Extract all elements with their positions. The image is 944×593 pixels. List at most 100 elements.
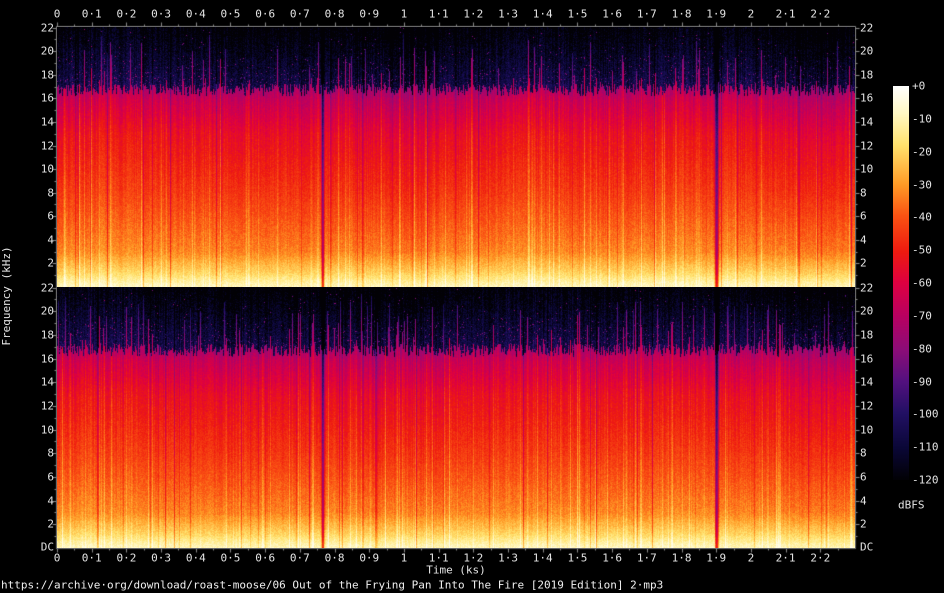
freq-tick-label-left: 4 bbox=[47, 233, 54, 247]
time-tick-label-bottom: 0·5 bbox=[220, 551, 241, 565]
colorbar-unit-label: dBFS bbox=[898, 498, 925, 512]
colorbar-tick-label: -120 bbox=[912, 473, 939, 487]
time-tick-label-bottom: 0·1 bbox=[81, 551, 102, 565]
freq-tick-label-right: 22 bbox=[860, 21, 874, 35]
freq-tick-label-left: 20 bbox=[40, 304, 54, 318]
freq-tick-label-left: 6 bbox=[47, 470, 54, 484]
freq-tick-label-right: 6 bbox=[860, 209, 867, 223]
freq-tick-label-right: 4 bbox=[860, 233, 867, 247]
time-tick-label-top: 0·9 bbox=[359, 7, 380, 21]
freq-tick-label-left: 22 bbox=[40, 21, 54, 35]
freq-tick-label-left: 18 bbox=[40, 328, 54, 342]
time-tick-label-bottom: 1·5 bbox=[567, 551, 588, 565]
freq-tick-label-right: 10 bbox=[860, 423, 874, 437]
freq-tick-label-left: 12 bbox=[40, 139, 54, 152]
time-tick-label-bottom: 1·4 bbox=[532, 551, 553, 565]
freq-tick-label-left: 10 bbox=[40, 423, 54, 437]
freq-tick-label-right: 14 bbox=[860, 115, 874, 129]
freq-dc-label-left: DC bbox=[40, 540, 54, 554]
time-tick-label-top: 1·7 bbox=[636, 7, 657, 21]
time-axis-title: Time (ks) bbox=[426, 563, 486, 577]
time-tick-label-bottom: 2 bbox=[747, 551, 755, 565]
time-tick-label-bottom: 1·6 bbox=[602, 551, 623, 565]
time-tick-label-bottom: 0·3 bbox=[151, 551, 172, 565]
time-tick-label-top: 0·1 bbox=[81, 7, 102, 21]
colorbar-tick-label: -60 bbox=[912, 276, 932, 290]
freq-tick-label-left: 12 bbox=[40, 399, 54, 413]
colorbar-tick-label: -20 bbox=[912, 145, 932, 159]
time-tick-label-top: 0·3 bbox=[151, 7, 172, 21]
time-tick-label-top: 0·5 bbox=[220, 7, 241, 21]
colorbar-tick-label: -80 bbox=[912, 342, 932, 356]
freq-tick-label-right: 12 bbox=[860, 139, 874, 152]
freq-tick-label-right: 8 bbox=[860, 446, 867, 460]
time-tick-label-top: 0·4 bbox=[185, 7, 206, 21]
colorbar-tick-label: -30 bbox=[912, 178, 932, 191]
freq-tick-label-left: 2 bbox=[47, 517, 54, 531]
time-tick-label-top: 1·3 bbox=[498, 7, 518, 21]
time-tick-label-top: 1·2 bbox=[463, 7, 484, 21]
time-tick-label-top: 0·6 bbox=[255, 7, 276, 21]
time-tick-label-top: 1·5 bbox=[567, 7, 588, 21]
time-tick-label-top: 1·1 bbox=[428, 7, 449, 21]
time-tick-label-top: 1·8 bbox=[671, 7, 692, 21]
time-tick-label-top: 2·2 bbox=[810, 7, 831, 21]
freq-tick-label-left: 22 bbox=[40, 281, 54, 295]
time-tick-label-top: 1·6 bbox=[602, 7, 623, 21]
time-tick-label-bottom: 2·2 bbox=[810, 551, 831, 565]
time-tick-label-bottom: 0·6 bbox=[255, 551, 276, 565]
freq-tick-label-left: 20 bbox=[40, 44, 54, 58]
freq-tick-label-right: 18 bbox=[860, 68, 874, 82]
time-tick-label-bottom: 0 bbox=[53, 551, 61, 565]
freq-tick-label-left: 2 bbox=[47, 256, 54, 270]
time-tick-label-bottom: 1·1 bbox=[428, 551, 449, 565]
time-tick-label-bottom: 0·2 bbox=[116, 551, 137, 565]
time-tick-label-top: 0·2 bbox=[116, 7, 137, 21]
freq-tick-label-right: 22 bbox=[860, 281, 874, 295]
freq-tick-label-right: 10 bbox=[860, 162, 874, 176]
freq-tick-label-right: 8 bbox=[860, 186, 867, 200]
time-tick-label-top: 0·7 bbox=[289, 7, 310, 21]
time-tick-label-top: 1 bbox=[400, 7, 408, 21]
time-tick-label-top: 2·1 bbox=[775, 7, 796, 21]
freq-tick-label-left: 10 bbox=[40, 162, 54, 176]
colorbar-tick-label: -10 bbox=[912, 112, 932, 126]
colorbar-tick-label: -110 bbox=[912, 440, 939, 454]
time-tick-label-top: 1·9 bbox=[706, 7, 727, 21]
freq-tick-label-right: 12 bbox=[860, 399, 874, 413]
freq-dc-label-right: DC bbox=[860, 540, 874, 554]
freq-tick-label-left: 14 bbox=[40, 375, 54, 389]
freq-tick-label-left: 16 bbox=[40, 352, 54, 366]
time-tick-label-bottom: 1·9 bbox=[706, 551, 727, 565]
freq-tick-label-left: 6 bbox=[47, 209, 54, 223]
freq-tick-label-right: 6 bbox=[860, 470, 867, 484]
time-tick-label-top: 0·8 bbox=[324, 7, 345, 21]
freq-tick-label-right: 16 bbox=[860, 352, 874, 366]
colorbar-tick-label: -100 bbox=[912, 407, 939, 421]
freq-tick-label-right: 16 bbox=[860, 91, 874, 105]
freq-tick-label-right: 14 bbox=[860, 375, 874, 389]
time-tick-label-top: 1·4 bbox=[532, 7, 553, 21]
time-tick-label-bottom: 1·7 bbox=[636, 551, 657, 565]
freq-tick-label-right: 2 bbox=[860, 517, 867, 531]
freq-tick-label-left: 4 bbox=[47, 494, 54, 508]
time-tick-label-bottom: 1·2 bbox=[463, 551, 484, 565]
freq-tick-label-right: 20 bbox=[860, 44, 874, 58]
freq-tick-label-right: 4 bbox=[860, 494, 867, 508]
freq-tick-label-left: 14 bbox=[40, 115, 54, 129]
time-tick-label-bottom: 0·7 bbox=[289, 551, 310, 565]
freq-tick-label-left: 16 bbox=[40, 91, 54, 105]
colorbar-tick-label: -70 bbox=[912, 309, 932, 323]
time-tick-label-bottom: 0·8 bbox=[324, 551, 345, 565]
freq-tick-label-right: 2 bbox=[860, 256, 867, 270]
time-tick-label-top: 0 bbox=[53, 7, 61, 21]
source-url-text: https://archive·org/download/roast-moose… bbox=[1, 578, 664, 592]
time-tick-label-bottom: 1·3 bbox=[498, 551, 518, 565]
time-tick-label-bottom: 1 bbox=[400, 551, 408, 565]
colorbar-tick-label: -40 bbox=[912, 210, 932, 224]
colorbar-gradient bbox=[893, 86, 909, 480]
colorbar-tick-label: -90 bbox=[912, 375, 932, 388]
time-tick-label-top: 2 bbox=[747, 7, 755, 21]
colorbar-tick-label: -50 bbox=[912, 243, 932, 257]
